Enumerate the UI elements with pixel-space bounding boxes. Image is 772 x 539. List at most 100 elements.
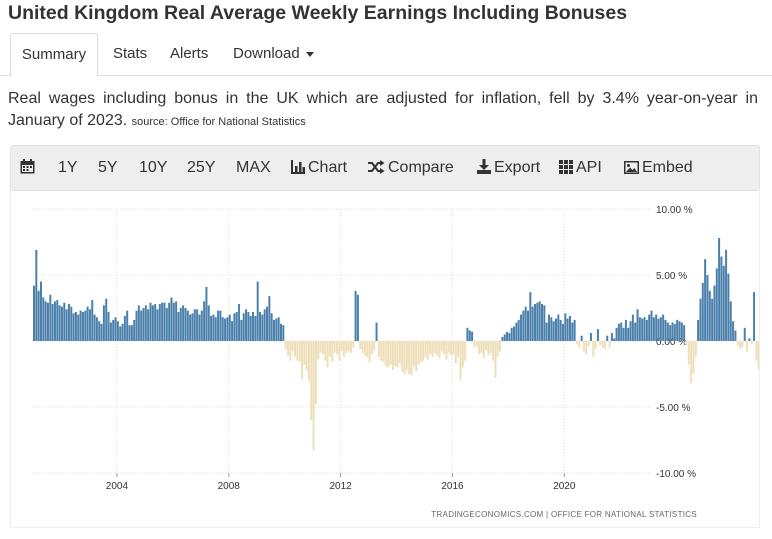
xtick-label: 2004 [106,481,129,492]
bar [464,341,467,361]
bar [177,311,180,341]
bar [377,341,380,357]
bar [128,325,131,341]
bar [238,304,241,341]
bar [746,341,749,352]
bar [326,341,329,368]
bar [252,311,255,341]
page-title: United Kingdom Real Average Weekly Earni… [8,2,628,24]
chart-toolbar: 1Y 5Y 10Y 25Y MAX Chart Compare Export A… [10,145,760,191]
bar [312,341,315,451]
bar [573,319,576,341]
tab-alerts[interactable]: Alerts [170,33,208,75]
bar [93,314,96,341]
bar [235,311,238,341]
tab-stats[interactable]: Stats [113,33,147,75]
bar [515,322,518,341]
bar [727,273,730,341]
bar [170,297,173,341]
earnings-chart: 10.00 % 5.00 % 0.00 % -5.00 % -10.00 % 2004 20… [33,205,759,519]
bar [130,325,133,341]
bar [373,341,376,351]
bar [503,334,506,341]
bar [608,341,611,348]
chart-button[interactable]: Chart [291,146,347,190]
bar [112,319,115,341]
bar [629,321,632,341]
bar [289,341,292,361]
bar [389,341,392,365]
range-5y-button[interactable]: 5Y [98,159,118,176]
bar [240,319,243,341]
bar [224,318,227,341]
range-25y-button[interactable]: 25Y [187,159,216,176]
bar [471,331,474,341]
api-button[interactable]: API [559,146,602,190]
bar [282,325,285,341]
bar [489,341,492,353]
bar [662,314,665,341]
bar [151,305,154,341]
bar [559,319,562,341]
bar [666,322,669,341]
bar [53,301,56,341]
range-max-button[interactable]: MAX [236,159,271,176]
bar [142,308,145,341]
bar [673,323,676,341]
bar [165,308,168,341]
bar [671,322,674,341]
bar [254,315,257,341]
bar [401,341,404,372]
bar [622,327,625,341]
source-note: source: Office for National Statistics [131,116,306,128]
download-icon [477,159,491,174]
chart-container: 10.00 % 5.00 % 0.00 % -5.00 % -10.00 % 2004 20… [10,189,760,528]
bar [729,301,732,341]
xtick-label: 2008 [218,481,241,492]
bar [548,314,550,341]
bar [363,341,366,356]
bar [33,285,35,341]
range-1y-button[interactable]: 1Y [58,159,78,176]
bar [412,341,415,367]
export-button[interactable]: Export [477,146,540,190]
tab-download[interactable]: Download [233,33,314,75]
description: Real wages including bonus in the UK whi… [8,88,758,133]
bar [454,341,457,364]
bar [233,313,236,341]
bar [422,341,425,361]
bar [459,341,462,381]
tab-summary[interactable]: Summary [10,33,98,77]
bar [349,341,352,353]
bar [669,325,672,341]
bar [499,341,502,352]
bar [603,341,606,349]
bar [513,326,516,341]
ytick-label: -5.00 % [656,403,691,414]
bar [60,306,63,341]
bar [466,327,469,341]
bar [196,309,199,341]
bar [561,323,564,341]
bar [217,310,220,341]
bar [191,313,194,341]
bar [596,329,599,341]
embed-button[interactable]: Embed [624,146,693,190]
calendar-button[interactable] [20,146,38,190]
bar [35,249,38,341]
description-text: Real wages including bonus in the UK whi… [8,90,758,129]
bar [228,314,231,341]
range-10y-button[interactable]: 10Y [139,159,168,176]
bar [121,323,124,341]
bar [361,341,364,353]
bar [219,310,222,341]
bar [452,341,455,355]
bar [424,341,427,357]
api-button-label: API [576,159,602,176]
bar [242,313,245,341]
compare-button[interactable]: Compare [368,146,454,190]
bar [70,306,73,341]
bar [580,335,583,341]
bar [333,341,336,353]
bar [226,317,229,341]
